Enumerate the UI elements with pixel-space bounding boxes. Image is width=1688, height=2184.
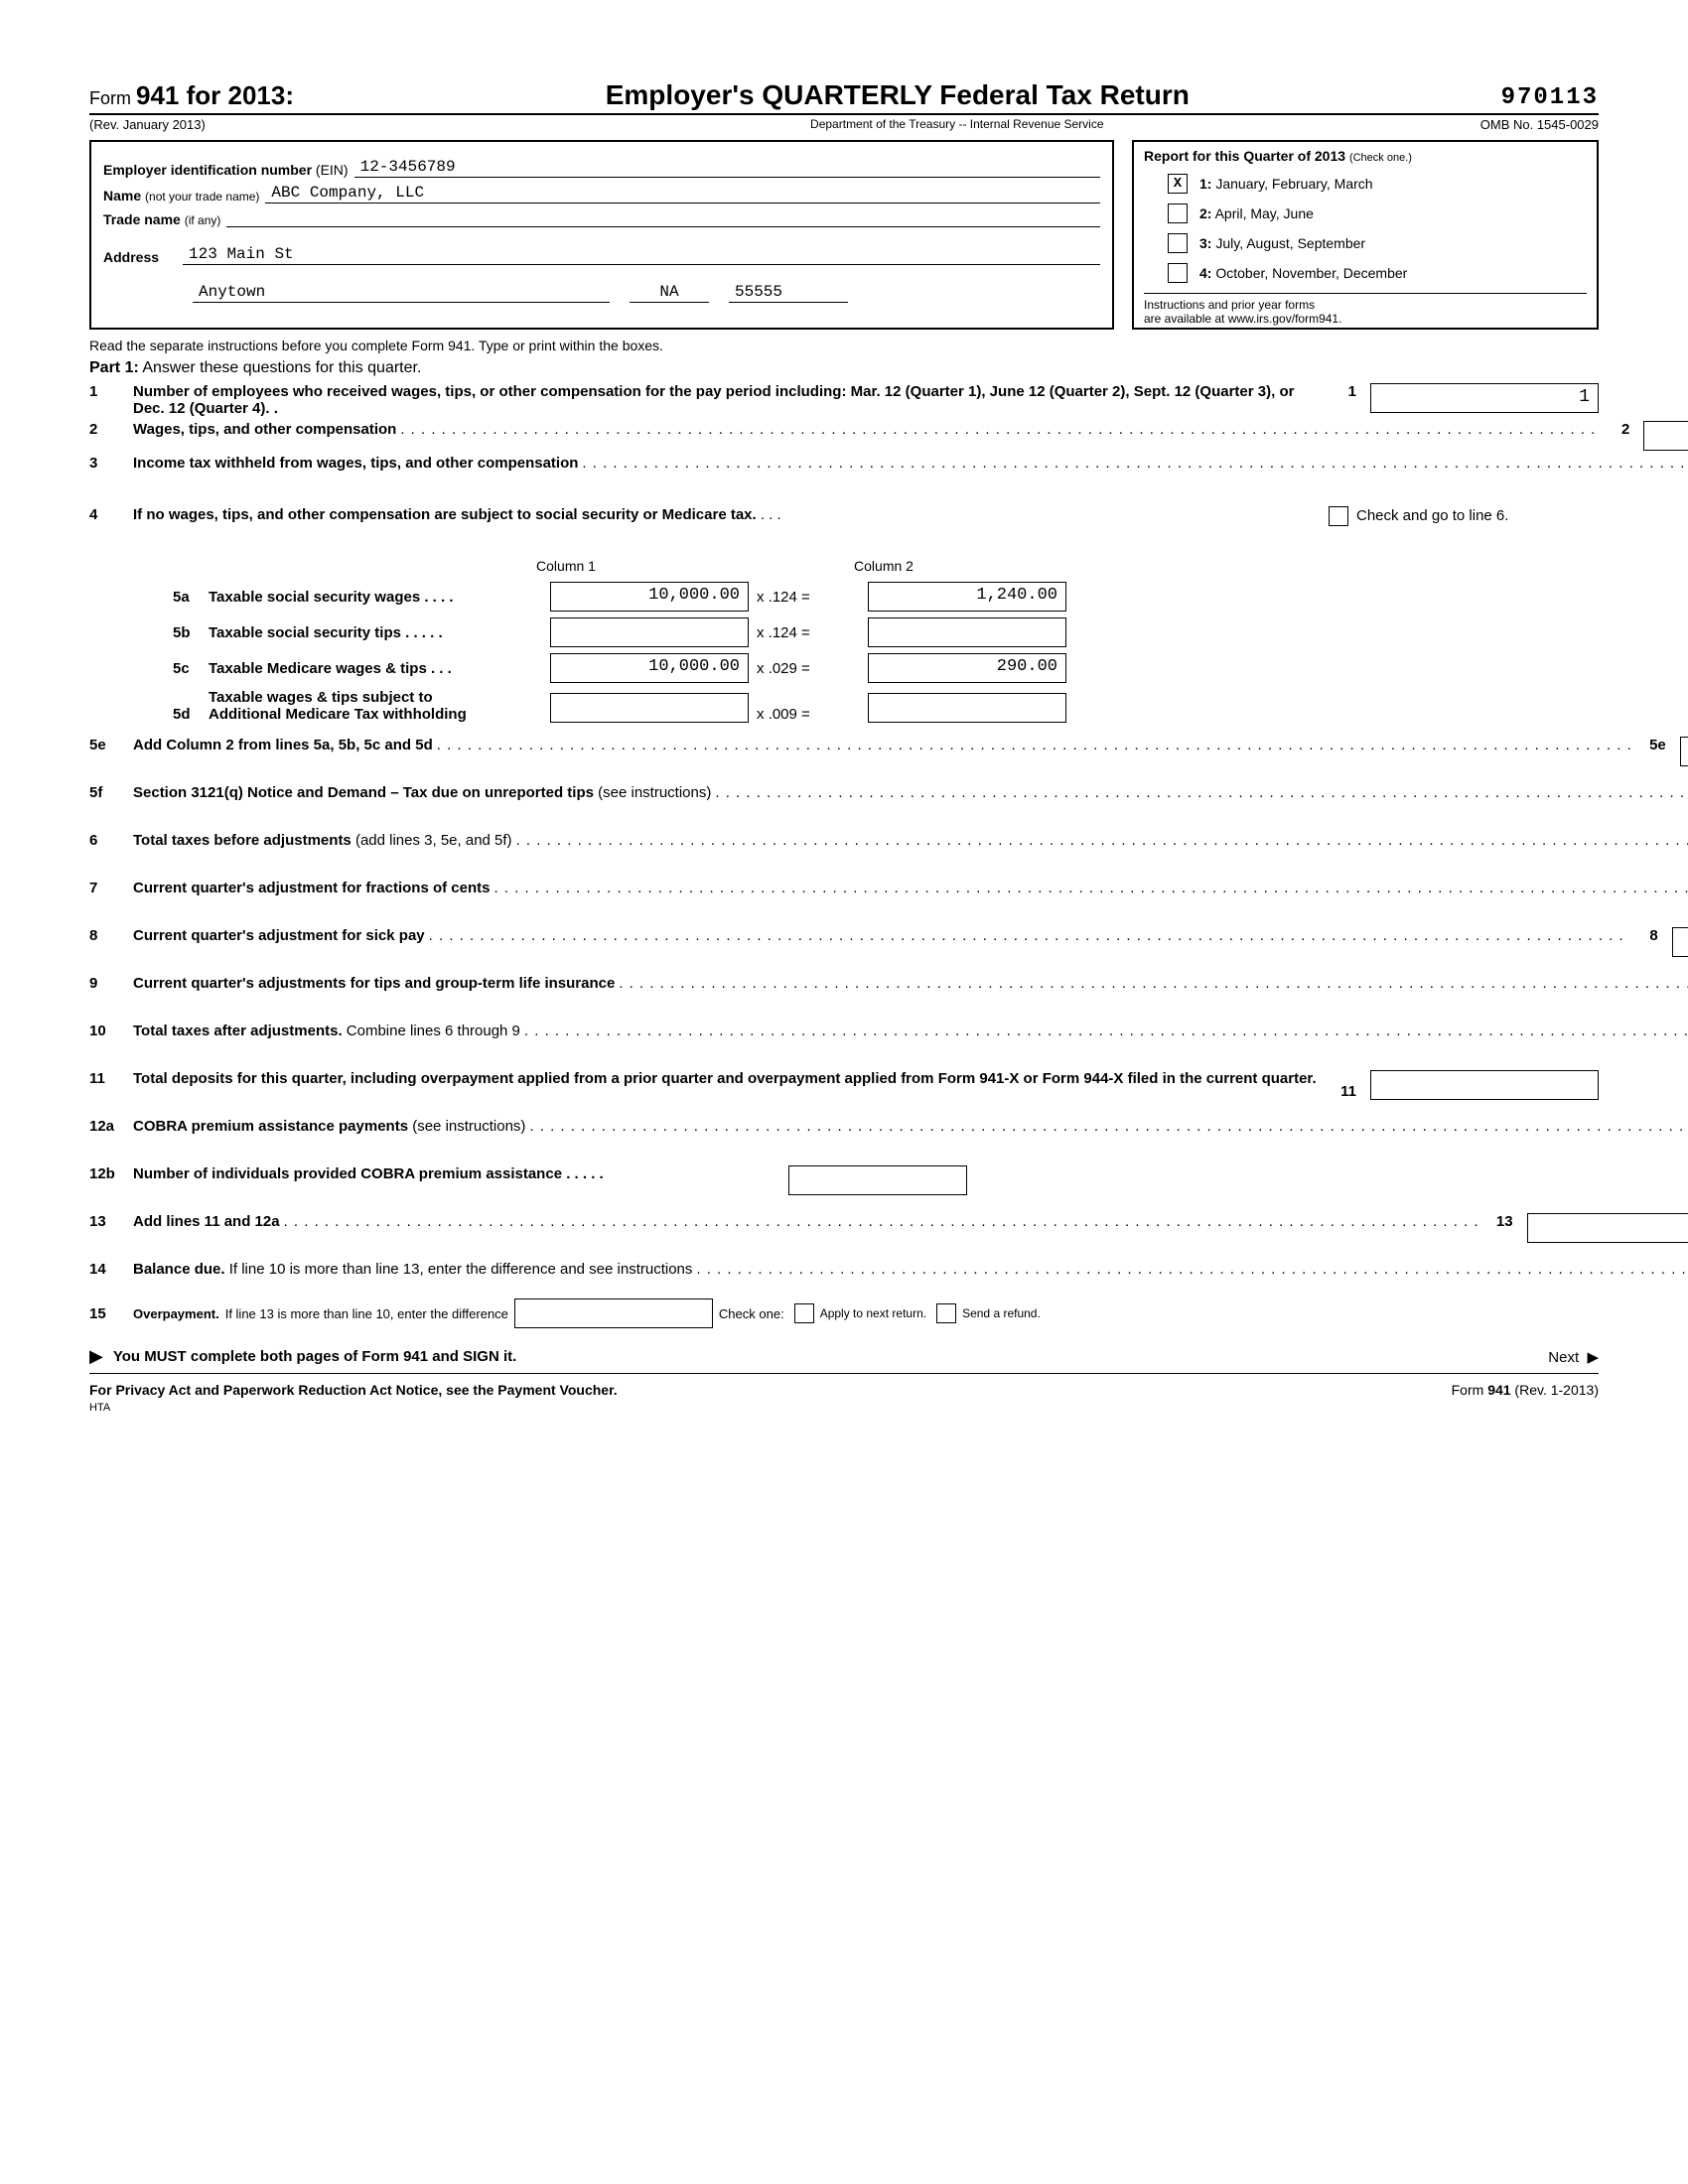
next-link[interactable]: Next ▶ xyxy=(1548,1348,1599,1366)
name-label: Name xyxy=(103,188,141,204)
department: Department of the Treasury -- Internal R… xyxy=(810,117,1103,132)
quarter-note: (Check one.) xyxy=(1349,152,1412,164)
line-12b-amount[interactable] xyxy=(788,1165,967,1195)
line-10: 10 Total taxes after adjustments. Combin… xyxy=(89,1023,1599,1052)
line-6: 6 Total taxes before adjustments (add li… xyxy=(89,832,1599,862)
line-5c-col1[interactable]: 10,000.00 xyxy=(550,653,749,683)
line-5b: 5bTaxable social security tips . . . . .… xyxy=(173,617,1599,647)
quarter-title: Report for this Quarter of 2013 xyxy=(1144,148,1345,164)
line-5c-col2[interactable]: 290.00 xyxy=(868,653,1066,683)
trade-value[interactable] xyxy=(226,209,1100,227)
line-4-checkbox[interactable] xyxy=(1329,506,1348,526)
quarter-instr1: Instructions and prior year forms xyxy=(1144,298,1587,312)
line-15: 15 Overpayment. If line 13 is more than … xyxy=(89,1298,1599,1328)
line-11-amount[interactable] xyxy=(1370,1070,1599,1100)
line-7: 7 Current quarter's adjustment for fract… xyxy=(89,880,1599,909)
quarter-instr2: are available at www.irs.gov/form941. xyxy=(1144,312,1587,326)
arrow-icon: ▶ xyxy=(89,1346,103,1367)
line-5a-col1[interactable]: 10,000.00 xyxy=(550,582,749,612)
hta: HTA xyxy=(89,1402,1599,1414)
ein-value[interactable]: 12-3456789 xyxy=(354,158,1100,178)
revision: (Rev. January 2013) xyxy=(89,117,206,132)
line-8-amount[interactable] xyxy=(1672,927,1688,957)
q4-checkbox[interactable] xyxy=(1168,263,1188,283)
tax-table: 5aTaxable social security wages . . . . … xyxy=(173,582,1599,723)
ein-abbr: (EIN) xyxy=(316,162,349,178)
line-14: 14 Balance due. If line 10 is more than … xyxy=(89,1261,1599,1291)
form-footer: Form 941 (Rev. 1-2013) xyxy=(1452,1382,1599,1398)
omb: OMB No. 1545-0029 xyxy=(1480,117,1599,132)
line-2-amount[interactable]: 10,000.00 xyxy=(1643,421,1688,451)
line-5e-amount[interactable]: 1,530.00 xyxy=(1680,737,1688,766)
line-5b-col1[interactable] xyxy=(550,617,749,647)
q2-checkbox[interactable] xyxy=(1168,204,1188,223)
name-note: (not your trade name) xyxy=(145,190,259,204)
line-11: 11 Total deposits for this quarter, incl… xyxy=(89,1070,1599,1100)
line-2: 2 Wages, tips, and other compensation 2 … xyxy=(89,421,1599,451)
line-13: 13 Add lines 11 and 12a 13 xyxy=(89,1213,1599,1243)
quarter-box: Report for this Quarter of 2013 (Check o… xyxy=(1132,140,1599,330)
line-1-amount[interactable]: 1 xyxy=(1370,383,1599,413)
employer-box: Employer identification number (EIN) 12-… xyxy=(89,140,1114,330)
send-refund-checkbox[interactable] xyxy=(936,1303,956,1323)
ein-label: Employer identification number xyxy=(103,162,312,178)
trade-label: Trade name xyxy=(103,211,181,227)
line-9: 9 Current quarter's adjustments for tips… xyxy=(89,975,1599,1005)
line-5d: 5dTaxable wages & tips subject toAdditio… xyxy=(173,689,1599,723)
line-5d-col1[interactable] xyxy=(550,693,749,723)
line-5c: 5cTaxable Medicare wages & tips . . . 10… xyxy=(173,653,1599,683)
city-value[interactable]: Anytown xyxy=(193,283,610,303)
zip-value[interactable]: 55555 xyxy=(729,283,848,303)
rev-row: (Rev. January 2013) Department of the Tr… xyxy=(89,115,1599,140)
line-15-amount[interactable] xyxy=(514,1298,713,1328)
line-12a: 12a COBRA premium assistance payments (s… xyxy=(89,1118,1599,1148)
form-title: Employer's QUARTERLY Federal Tax Return xyxy=(606,79,1190,111)
footer: For Privacy Act and Paperwork Reduction … xyxy=(89,1382,1599,1398)
form-label: Form xyxy=(89,88,136,108)
header-row: Form 941 for 2013: Employer's QUARTERLY … xyxy=(89,79,1599,115)
line-8: 8 Current quarter's adjustment for sick … xyxy=(89,927,1599,957)
addr-label: Address xyxy=(103,249,159,265)
line-5d-col2[interactable] xyxy=(868,693,1066,723)
line-13-amount[interactable] xyxy=(1527,1213,1688,1243)
q3-checkbox[interactable] xyxy=(1168,233,1188,253)
line-5e: 5e Add Column 2 from lines 5a, 5b, 5c an… xyxy=(89,737,1599,766)
line-12b: 12b Number of individuals provided COBRA… xyxy=(89,1165,1599,1195)
name-value[interactable]: ABC Company, LLC xyxy=(265,184,1100,204)
read-note: Read the separate instructions before yo… xyxy=(89,338,1599,353)
line-3: 3 Income tax withheld from wages, tips, … xyxy=(89,455,1599,484)
line-5f: 5f Section 3121(q) Notice and Demand – T… xyxy=(89,784,1599,814)
line-5a: 5aTaxable social security wages . . . . … xyxy=(173,582,1599,612)
part1-header: Part 1: Answer these questions for this … xyxy=(89,359,1599,377)
line-1: 1 Number of employees who received wages… xyxy=(89,383,1599,417)
form-number: 941 for 2013: xyxy=(136,80,294,110)
line-5a-col2[interactable]: 1,240.00 xyxy=(868,582,1066,612)
apply-next-checkbox[interactable] xyxy=(794,1303,814,1323)
corner-code: 970113 xyxy=(1501,84,1599,111)
column-headers: Column 1Column 2 xyxy=(467,558,1599,574)
q1-checkbox[interactable]: X xyxy=(1168,174,1188,194)
trade-note: (if any) xyxy=(185,213,221,227)
street-value[interactable]: 123 Main St xyxy=(183,245,1100,265)
line-4: 4 If no wages, tips, and other compensat… xyxy=(89,506,1599,536)
must-row: ▶ You MUST complete both pages of Form 9… xyxy=(89,1346,1599,1374)
line-5b-col2[interactable] xyxy=(868,617,1066,647)
state-value[interactable]: NA xyxy=(630,283,709,303)
